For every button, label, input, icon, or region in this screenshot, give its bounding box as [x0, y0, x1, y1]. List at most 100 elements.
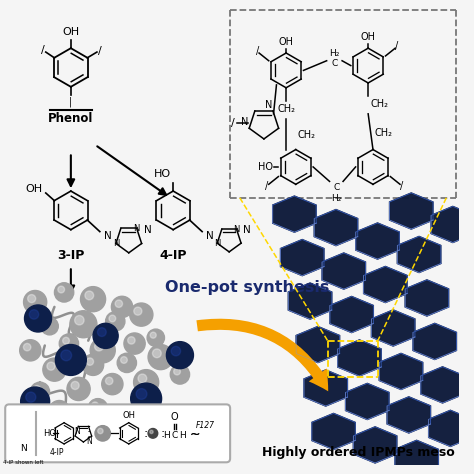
Circle shape [128, 337, 135, 344]
Circle shape [150, 332, 156, 338]
Circle shape [102, 374, 123, 395]
Text: OH: OH [26, 184, 43, 194]
Text: N: N [86, 437, 92, 446]
Circle shape [153, 349, 161, 358]
Text: H: H [180, 431, 186, 440]
Circle shape [34, 385, 40, 392]
Circle shape [109, 315, 116, 322]
Circle shape [23, 344, 31, 351]
Circle shape [170, 365, 190, 384]
Circle shape [71, 382, 79, 390]
Circle shape [25, 305, 52, 332]
Circle shape [74, 316, 84, 325]
Polygon shape [395, 440, 438, 474]
Circle shape [49, 401, 70, 422]
Text: C: C [331, 59, 337, 68]
Text: N: N [144, 225, 152, 235]
Circle shape [138, 374, 147, 383]
Text: N: N [265, 100, 273, 110]
Text: OH: OH [279, 37, 293, 47]
Text: H₂: H₂ [331, 194, 341, 203]
Circle shape [98, 428, 103, 434]
Circle shape [55, 283, 74, 302]
Circle shape [82, 354, 104, 375]
Circle shape [147, 329, 164, 346]
Text: HO: HO [257, 162, 273, 172]
Circle shape [30, 382, 50, 401]
Polygon shape [387, 397, 430, 433]
Circle shape [111, 296, 133, 318]
Circle shape [150, 430, 153, 434]
Circle shape [148, 345, 173, 370]
Text: /: / [41, 45, 45, 55]
Circle shape [124, 333, 145, 354]
Polygon shape [330, 296, 374, 333]
Polygon shape [413, 323, 456, 359]
Circle shape [47, 362, 55, 370]
Circle shape [70, 311, 97, 338]
Circle shape [24, 291, 47, 314]
Text: N: N [134, 224, 140, 233]
Text: /: / [265, 181, 268, 191]
Polygon shape [364, 266, 407, 302]
Text: N: N [241, 117, 248, 127]
Text: O: O [170, 412, 178, 422]
Polygon shape [273, 196, 316, 232]
Circle shape [27, 294, 36, 302]
Circle shape [29, 310, 39, 319]
Polygon shape [372, 310, 415, 346]
Circle shape [90, 338, 115, 363]
Text: CH₂: CH₂ [298, 130, 316, 140]
Text: OH: OH [62, 27, 80, 36]
Text: CH₂: CH₂ [277, 104, 295, 114]
Polygon shape [356, 223, 399, 259]
Circle shape [134, 370, 159, 395]
Text: H: H [163, 431, 170, 440]
Text: H₂: H₂ [329, 48, 339, 57]
Text: 4-IP: 4-IP [49, 448, 64, 457]
Text: Phenol: Phenol [48, 112, 93, 125]
Circle shape [93, 323, 118, 348]
Polygon shape [337, 340, 381, 376]
Text: CH₂: CH₂ [375, 128, 393, 138]
Text: /: / [98, 46, 102, 56]
Text: 3-IP: 3-IP [57, 249, 84, 262]
Text: C: C [171, 431, 177, 440]
Circle shape [86, 358, 93, 365]
Circle shape [59, 334, 79, 353]
Circle shape [85, 291, 94, 300]
Circle shape [171, 346, 181, 356]
Circle shape [88, 399, 108, 418]
Circle shape [43, 358, 66, 381]
Text: Highly ordered IPMPs meso: Highly ordered IPMPs meso [262, 447, 455, 459]
Circle shape [117, 353, 137, 373]
Text: :: : [161, 427, 165, 440]
Polygon shape [346, 383, 389, 419]
Circle shape [94, 342, 103, 351]
Polygon shape [281, 239, 324, 276]
Polygon shape [314, 210, 358, 246]
Text: OH: OH [122, 411, 135, 420]
Circle shape [52, 404, 60, 411]
Circle shape [166, 342, 193, 369]
Text: HO: HO [154, 170, 171, 180]
Polygon shape [421, 367, 465, 403]
Circle shape [44, 320, 50, 327]
Circle shape [136, 389, 147, 400]
Circle shape [95, 426, 110, 441]
Polygon shape [397, 237, 441, 273]
Polygon shape [405, 280, 448, 316]
Text: CH₂: CH₂ [370, 100, 388, 109]
Circle shape [55, 345, 86, 375]
Text: N: N [243, 225, 250, 235]
Text: 4-IP: 4-IP [159, 249, 187, 262]
Text: /: / [401, 181, 403, 191]
Polygon shape [296, 327, 339, 363]
Circle shape [173, 368, 181, 375]
Circle shape [120, 356, 128, 364]
Text: OH: OH [361, 32, 376, 42]
Circle shape [21, 387, 50, 416]
Circle shape [115, 300, 123, 308]
Polygon shape [304, 370, 347, 406]
Circle shape [58, 286, 64, 293]
